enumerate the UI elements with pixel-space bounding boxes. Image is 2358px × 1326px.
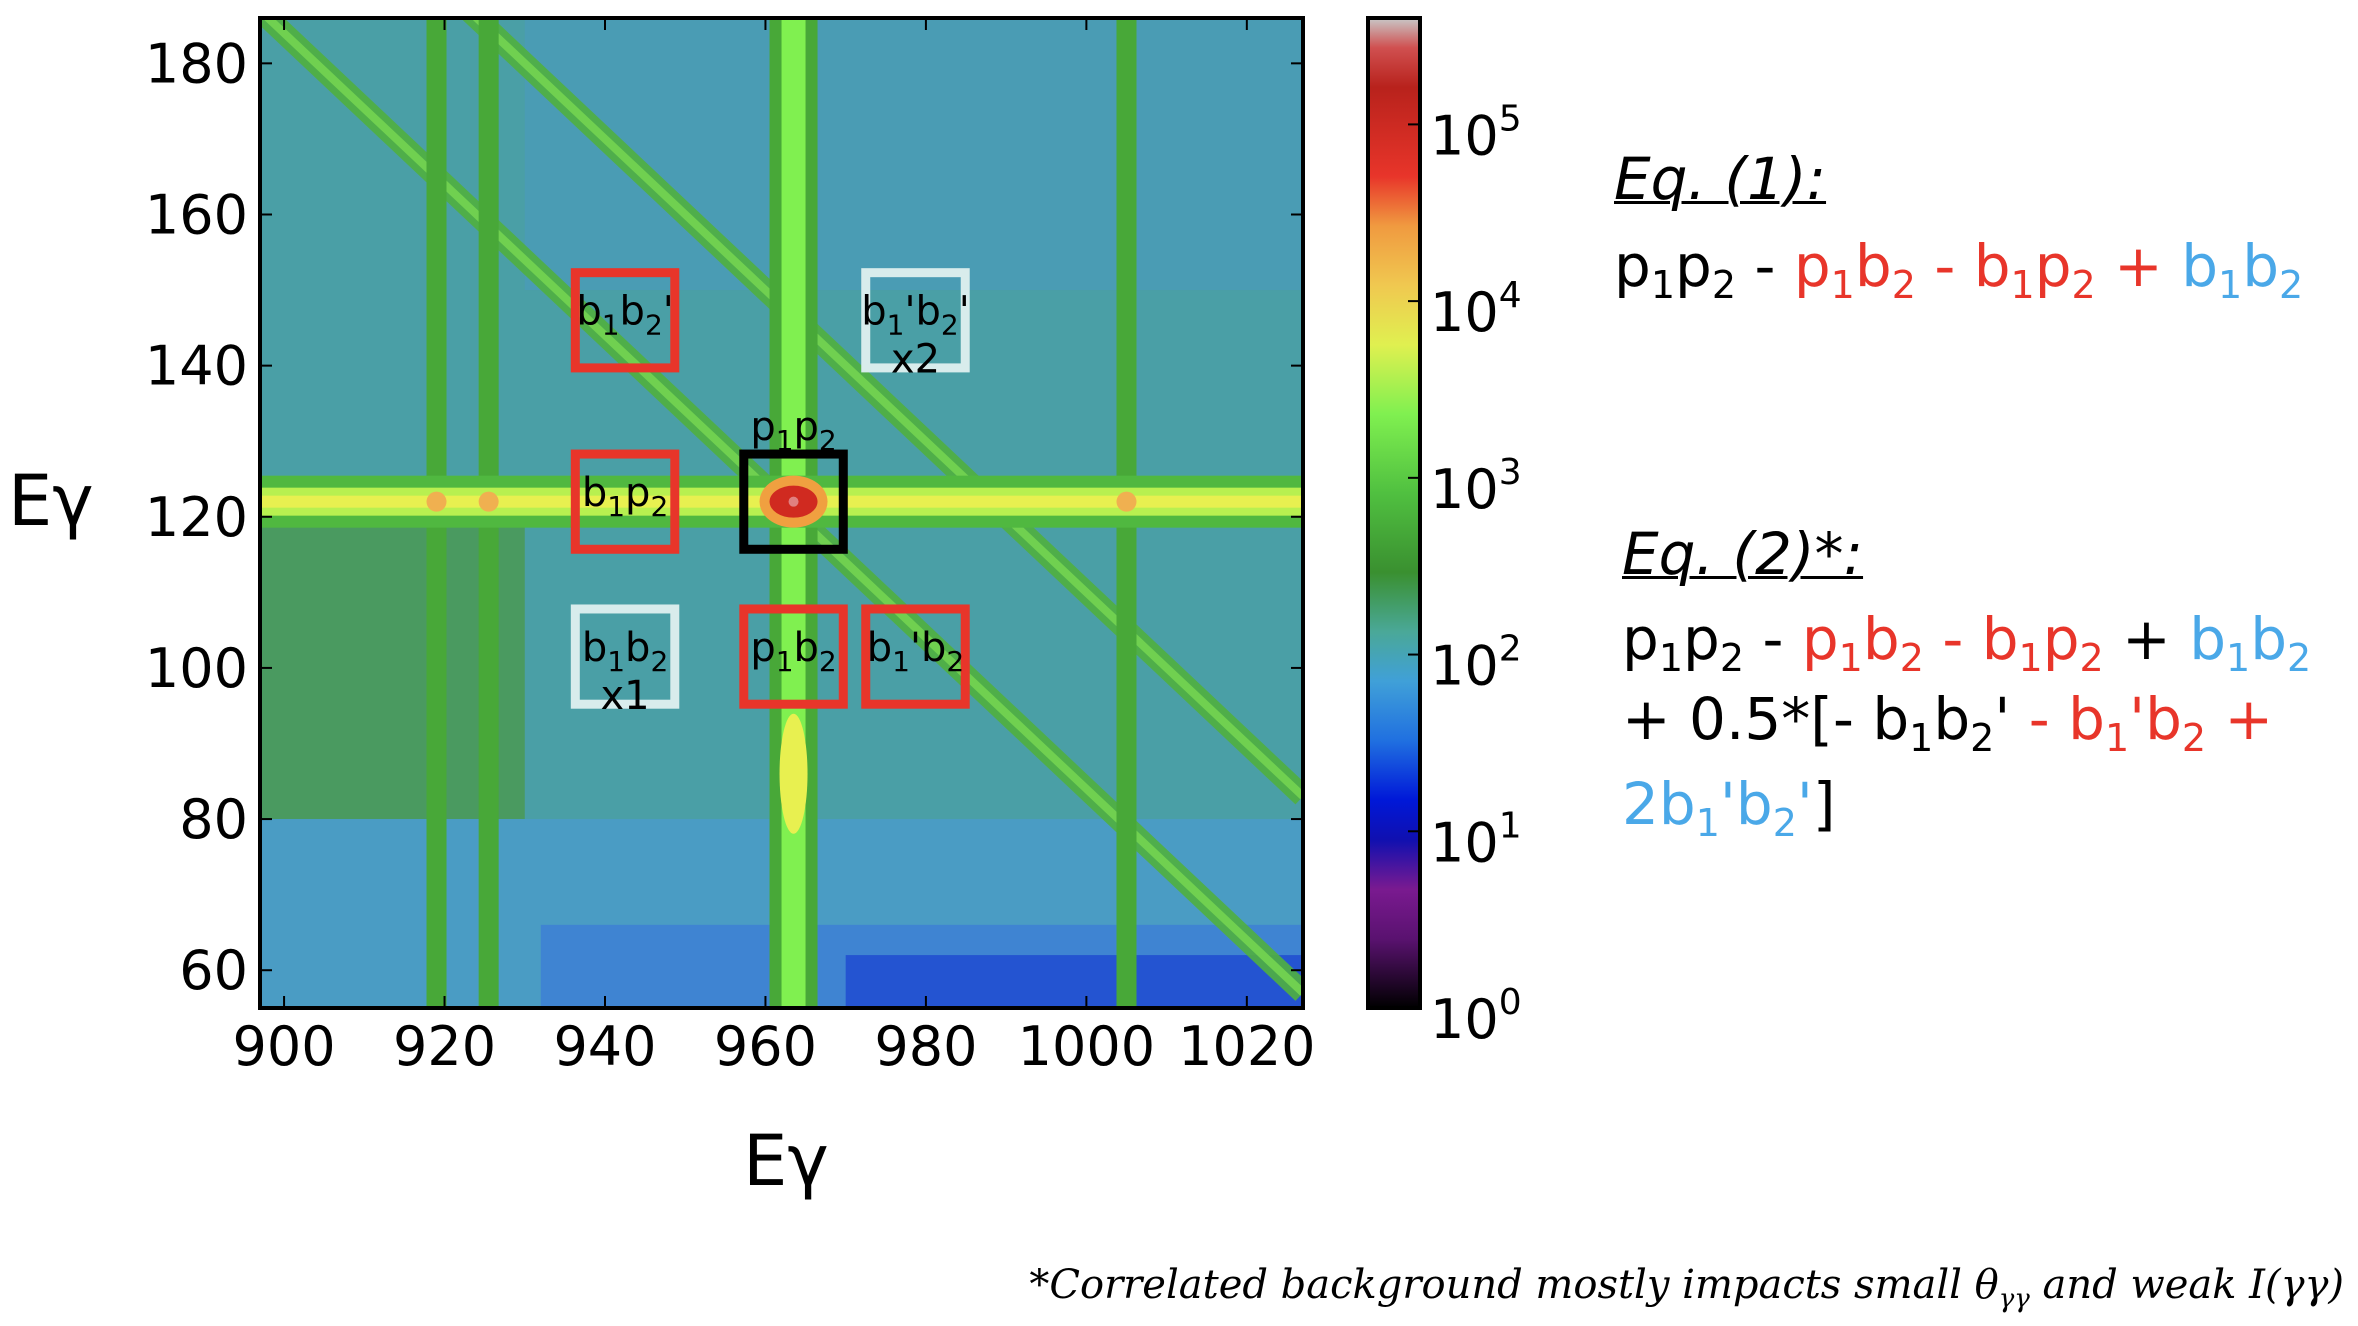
crossing-spot xyxy=(426,491,447,512)
eq1-title: Eq. (1): xyxy=(1614,145,1827,213)
region-multiplier: x2 xyxy=(891,337,940,383)
colorbar-tick-label: 102 xyxy=(1430,629,1522,698)
region-box-group: b1'b2 xyxy=(861,604,970,709)
colorbar-tick-label: 100 xyxy=(1430,982,1522,1051)
region-label: b1'b2 xyxy=(867,625,964,678)
region-box-group: p1b2 xyxy=(739,604,848,709)
plot-frame xyxy=(258,16,1305,1010)
colorbar-tick-label: 104 xyxy=(1430,275,1522,344)
region-box xyxy=(739,449,848,554)
x-tick-label: 960 xyxy=(714,1015,817,1078)
region-box xyxy=(739,604,848,709)
crossing-spot xyxy=(478,491,499,512)
x-tick-label: 920 xyxy=(393,1015,496,1078)
x-axis-label: Eγ xyxy=(743,1120,829,1202)
colorbar-tick-label: 101 xyxy=(1430,805,1522,874)
region-label: p1b2 xyxy=(750,625,836,678)
region-box-group: b1p2 xyxy=(570,449,680,554)
y-tick-label: 60 xyxy=(179,939,248,1002)
region-multiplier: x1 xyxy=(600,673,649,719)
eq2-title: Eq. (2)*: xyxy=(1622,520,1864,588)
region-box xyxy=(570,449,680,554)
x-tick-label: 1000 xyxy=(1018,1015,1155,1078)
eq2-line1: p1p2 - p1b2 - b1p2 + b1b2 xyxy=(1622,605,2312,680)
x-tick-label: 940 xyxy=(553,1015,656,1078)
heatmap-area xyxy=(260,18,1303,1008)
background-cell xyxy=(524,18,1303,291)
region-label: p1p2 xyxy=(750,404,836,457)
footnote: *Correlated background mostly impacts sm… xyxy=(1029,1262,2344,1314)
region-box-group: p1p2 xyxy=(739,404,848,554)
y-tick-label: 180 xyxy=(145,32,248,95)
region-label: b1b2' xyxy=(576,289,673,342)
region-box-group: b1b2' xyxy=(570,268,680,373)
background-cell xyxy=(845,955,1303,1008)
eq2-line3: 2b1'b2'] xyxy=(1622,770,1836,845)
colorbar xyxy=(1366,16,1422,1010)
y-tick-label: 160 xyxy=(145,183,248,246)
eq2-line2: + 0.5*[- b1b2' - b1'b2 + xyxy=(1622,685,2274,760)
y-tick-label: 80 xyxy=(179,788,248,851)
crossing-spot xyxy=(1116,491,1137,512)
peak-center xyxy=(788,496,799,507)
region-box xyxy=(861,604,970,709)
region-label: b1b2 xyxy=(582,625,668,678)
colorbar-tick-label: 103 xyxy=(1430,452,1522,521)
eq1: p1p2 - p1b2 - b1p2 + b1b2 xyxy=(1614,232,2304,307)
region-box xyxy=(861,268,970,373)
x-tick-label: 1020 xyxy=(1178,1015,1315,1078)
x-tick-label: 900 xyxy=(233,1015,336,1078)
y-tick-label: 120 xyxy=(145,486,248,549)
region-box-group: b1'b2'x2 xyxy=(861,268,970,383)
y-tick-label: 140 xyxy=(145,335,248,398)
colorbar-tick-label: 105 xyxy=(1430,98,1522,167)
y-axis-label: Eγ xyxy=(8,460,94,542)
vertical-band-hotspot xyxy=(779,713,808,834)
region-box xyxy=(570,604,680,709)
axes: 900 920 940 960 980 1000 1020 60 80 100 120 140 160 1… xyxy=(145,18,1316,1078)
region-label: b1p2 xyxy=(582,470,668,523)
x-tick-label: 980 xyxy=(874,1015,977,1078)
region-label: b1'b2' xyxy=(861,289,969,342)
colorbar-ticks: 100 101 102 103 104 105 xyxy=(1408,98,1522,1051)
region-box xyxy=(570,268,680,373)
y-tick-label: 100 xyxy=(145,637,248,700)
